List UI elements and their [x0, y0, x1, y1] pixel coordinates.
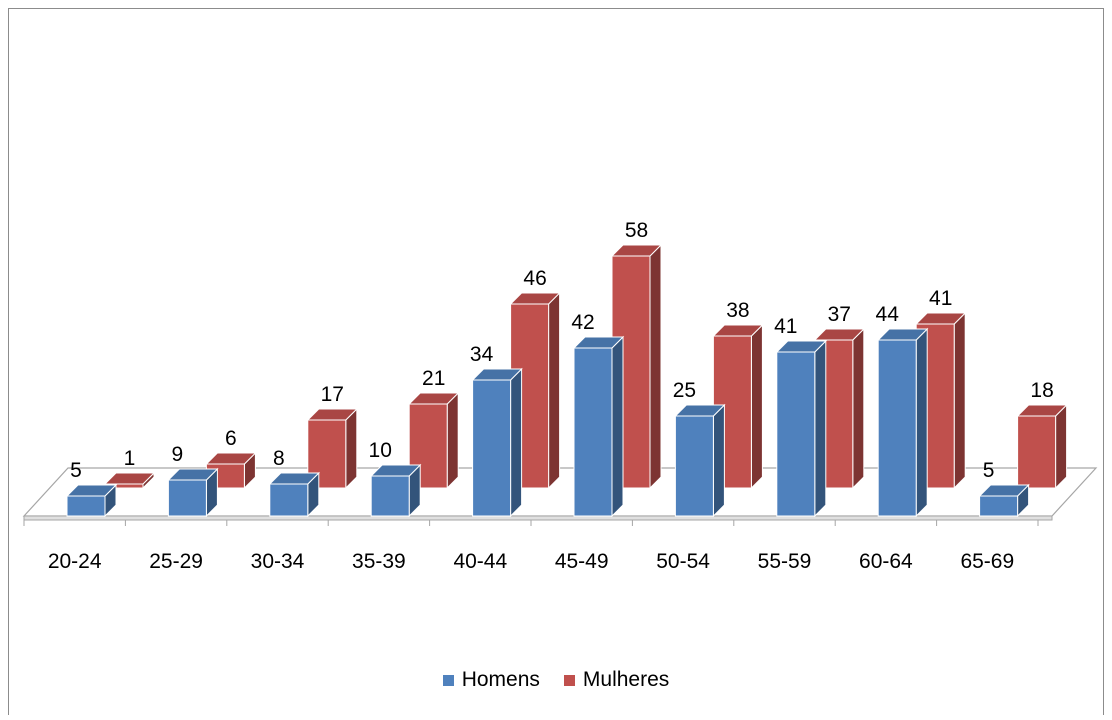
bar-homens-50-54 — [674, 403, 726, 518]
bar-homens-45-49 — [572, 335, 625, 518]
data-label-mulheres-40-44: 46 — [523, 267, 546, 290]
x-tick-label-30-34: 30-34 — [251, 550, 305, 573]
bar-homens-60-64 — [876, 327, 929, 518]
legend-item-homens: Homens — [442, 668, 540, 692]
bar-homens-25-29 — [167, 467, 219, 518]
legend-label-mulheres: Mulheres — [582, 668, 670, 691]
bar-homens-55-59 — [775, 339, 828, 518]
data-label-homens-40-44: 34 — [470, 343, 494, 366]
x-tick-label-60-64: 60-64 — [859, 550, 913, 573]
data-label-mulheres-35-39: 21 — [422, 367, 445, 390]
data-label-homens-25-29: 9 — [172, 443, 184, 466]
data-label-mulheres-55-59: 37 — [828, 303, 851, 326]
bar-homens-35-39 — [369, 463, 422, 518]
data-label-homens-35-39: 10 — [369, 439, 392, 462]
x-tick-label-50-54: 50-54 — [656, 550, 710, 573]
data-label-mulheres-65-69: 18 — [1030, 379, 1053, 402]
data-label-homens-50-54: 25 — [673, 379, 696, 402]
x-tick-label-20-24: 20-24 — [48, 550, 102, 573]
data-label-homens-45-49: 42 — [571, 311, 594, 334]
bar-homens-20-24 — [65, 483, 118, 518]
legend: Homens Mulheres — [0, 668, 1112, 692]
bar-homens-40-44 — [471, 367, 523, 518]
x-tick-label-55-59: 55-59 — [758, 550, 812, 573]
data-label-homens-55-59: 41 — [774, 315, 797, 338]
data-label-mulheres-60-64: 41 — [929, 287, 952, 310]
bar-mulheres-35-39 — [407, 391, 460, 490]
data-label-homens-30-34: 8 — [273, 447, 285, 470]
data-label-mulheres-20-24: 1 — [124, 447, 136, 470]
data-label-homens-65-69: 5 — [983, 459, 995, 482]
x-tick-label-25-29: 25-29 — [149, 550, 203, 573]
legend-item-mulheres: Mulheres — [563, 668, 670, 692]
legend-swatch-homens — [442, 674, 454, 686]
data-label-mulheres-30-34: 17 — [321, 383, 344, 406]
bar-homens-65-69 — [978, 483, 1030, 518]
data-label-mulheres-25-29: 6 — [225, 427, 237, 450]
data-label-mulheres-45-49: 58 — [625, 219, 648, 242]
x-tick-label-65-69: 65-69 — [960, 550, 1014, 573]
data-label-mulheres-50-54: 38 — [726, 299, 749, 322]
bar-mulheres-30-34 — [306, 407, 359, 490]
bar-mulheres-65-69 — [1016, 403, 1068, 490]
bar-homens-30-34 — [268, 471, 321, 518]
x-tick-label-45-49: 45-49 — [555, 550, 609, 573]
data-label-homens-60-64: 44 — [876, 303, 900, 326]
data-label-homens-20-24: 5 — [70, 459, 82, 482]
legend-label-homens: Homens — [461, 668, 540, 691]
x-tick-label-40-44: 40-44 — [453, 550, 507, 573]
x-tick-label-35-39: 35-39 — [352, 550, 406, 573]
legend-swatch-mulheres — [563, 674, 575, 686]
floor-edge — [23, 515, 1053, 521]
